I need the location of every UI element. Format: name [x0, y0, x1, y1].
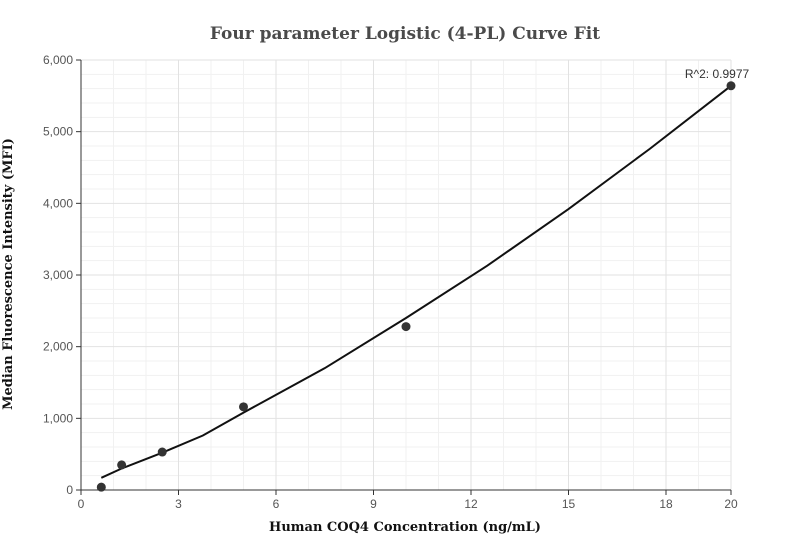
- data-point: [157, 447, 167, 457]
- r-squared-annotation: R^2: 0.9977: [685, 67, 750, 81]
- y-tick-label: 0: [66, 483, 73, 497]
- data-point: [401, 322, 411, 332]
- x-tick-label: 15: [562, 497, 576, 511]
- x-axis-title: Human COQ4 Concentration (ng/mL): [269, 520, 541, 535]
- x-tick-label: 9: [370, 497, 377, 511]
- grid: [81, 59, 732, 490]
- data-point: [96, 482, 106, 492]
- x-tick-label: 18: [659, 497, 673, 511]
- y-tick-label: 3,000: [43, 268, 73, 282]
- y-axis-title: Median Fluorescence Intensity (MFI): [1, 138, 16, 410]
- y-tick-label: 6,000: [43, 53, 73, 67]
- x-tick-label: 0: [78, 497, 85, 511]
- fit-curve-layer: [100, 85, 732, 479]
- y-tick-label: 2,000: [43, 340, 73, 354]
- x-tick-label: 20: [724, 497, 738, 511]
- x-tick-label: 3: [175, 497, 182, 511]
- data-points: [96, 81, 736, 492]
- y-tick-label: 4,000: [43, 196, 73, 210]
- chart-title: Four parameter Logistic (4-PL) Curve Fit: [210, 24, 600, 44]
- axes: 0 3 6 9 12 15 18 20 0 1,000 2,000 3,000 4,000 5,000 6,…: [43, 53, 738, 511]
- x-tick-label: 6: [273, 497, 280, 511]
- y-tick-label: 1,000: [43, 411, 73, 425]
- y-tick-label: 5,000: [43, 125, 73, 139]
- data-point: [239, 402, 248, 412]
- x-tick-label: 12: [464, 497, 478, 511]
- fit-curve-line: [100, 85, 732, 479]
- data-point: [117, 460, 127, 470]
- data-point: [726, 81, 736, 91]
